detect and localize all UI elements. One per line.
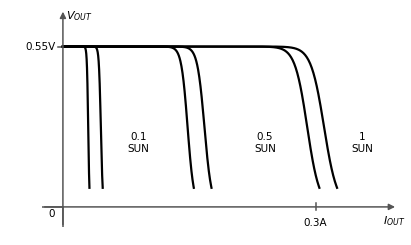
Text: 0: 0 — [49, 209, 55, 219]
Text: 0.3A: 0.3A — [304, 218, 328, 228]
Text: $V_{OUT}$: $V_{OUT}$ — [66, 9, 93, 23]
Text: 0.5
SUN: 0.5 SUN — [254, 132, 276, 154]
Text: 0.55V: 0.55V — [25, 41, 55, 51]
Text: 1
SUN: 1 SUN — [351, 132, 373, 154]
Text: 0.1
SUN: 0.1 SUN — [128, 132, 150, 154]
Text: $I_{OUT}$: $I_{OUT}$ — [383, 214, 406, 228]
